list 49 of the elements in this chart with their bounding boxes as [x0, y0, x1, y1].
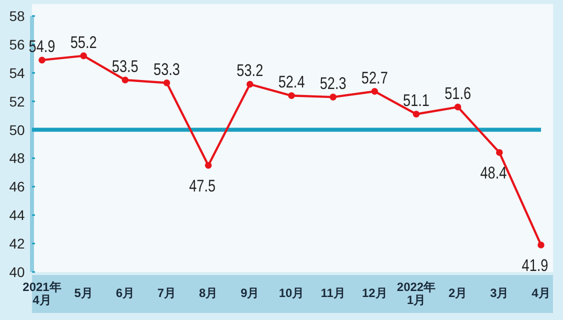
point [246, 80, 254, 88]
y-tick-label: 40 [9, 264, 25, 280]
point [163, 79, 170, 86]
point [38, 56, 46, 64]
x-tick-label: 3月 [490, 286, 509, 300]
data-label: 53.2 [236, 62, 264, 81]
data-label: 53.5 [112, 58, 138, 76]
y-tick-label: 44 [9, 207, 25, 224]
data-label: 47.5 [189, 176, 216, 196]
point [330, 94, 336, 100]
x-tick-label: 12月 [362, 286, 388, 300]
data-label: 52.4 [278, 73, 306, 92]
data-label: 51.6 [444, 84, 472, 104]
x-tick-label: 5月 [74, 286, 93, 300]
y-tick-label: 54 [9, 64, 25, 81]
data-label: 52.3 [320, 74, 346, 94]
x-tick-label: 7月 [157, 286, 176, 300]
y-tick-label: 52 [9, 93, 25, 110]
x-tick-label: 8月 [198, 286, 218, 300]
point [496, 149, 503, 156]
x-tick-label: 2022年 1月 [396, 280, 436, 307]
point [538, 242, 544, 248]
point [412, 110, 420, 118]
y-tick-label: 46 [9, 178, 25, 195]
x-tick-label: 4月 [532, 286, 550, 300]
data-label: 52.7 [361, 69, 388, 88]
point [122, 76, 129, 84]
data-label: 51.1 [403, 92, 430, 111]
point [288, 92, 295, 100]
data-label: 53.3 [154, 60, 180, 80]
data-label: 48.4 [480, 164, 508, 183]
y-tick-label: 48 [9, 150, 25, 166]
y-tick-label: 42 [9, 236, 25, 252]
x-tick-label: 2月 [448, 286, 468, 300]
y-tick-label: 58 [9, 8, 25, 24]
x-tick-label: 11月 [320, 286, 346, 300]
point [454, 104, 462, 110]
x-tick-label: 9月 [240, 286, 260, 300]
data-label: 41.9 [522, 256, 548, 276]
y-tick-label: 56 [9, 36, 25, 52]
x-tick-label: 2021年 4月 [22, 280, 62, 307]
x-tick-label: 6月 [116, 286, 135, 300]
point [80, 52, 87, 60]
point [204, 162, 212, 169]
data-label: 55.2 [70, 33, 97, 52]
data-label: 54.9 [28, 38, 56, 57]
point [371, 88, 378, 95]
y-tick-label: 50 [9, 122, 25, 138]
x-tick-label: 10月 [278, 286, 304, 300]
